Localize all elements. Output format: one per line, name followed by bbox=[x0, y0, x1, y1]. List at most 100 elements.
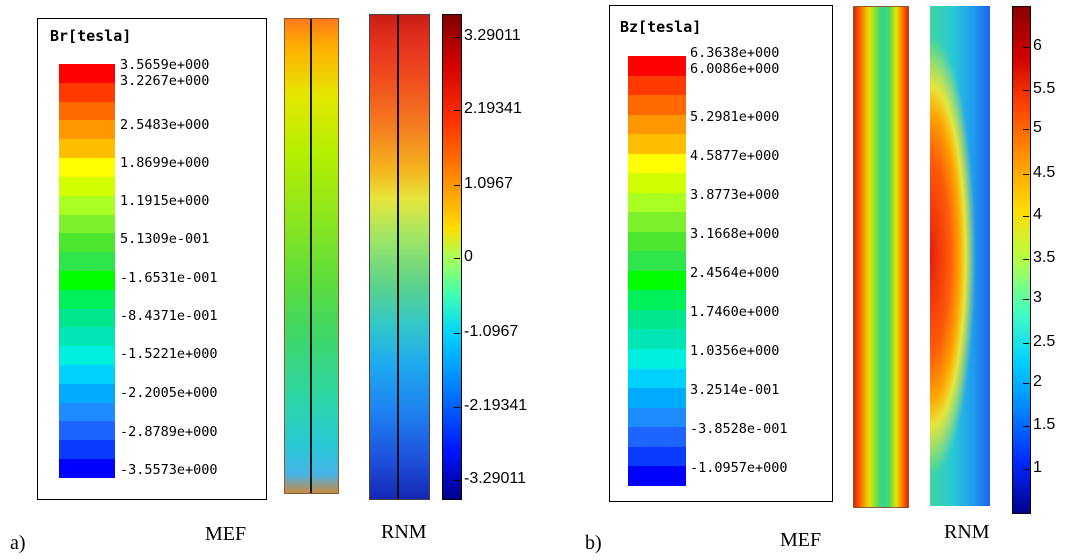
colorbar-tick-mark bbox=[1023, 299, 1029, 300]
legend-value-label: 4.5877e+000 bbox=[690, 148, 780, 164]
legend-value-label: 5.1309e-001 bbox=[120, 231, 210, 247]
legend-br-swatch bbox=[59, 289, 115, 309]
caption-mef-b: MEF bbox=[780, 529, 822, 551]
colorbar-tick-mark bbox=[1023, 383, 1029, 384]
legend-br-swatch bbox=[59, 270, 115, 290]
colorbar-tick-mark bbox=[454, 110, 460, 111]
legend-value-label: 3.2267e+000 bbox=[120, 73, 210, 89]
legend-bz-swatch bbox=[628, 192, 686, 213]
colorbar-tick-label: -3.29011 bbox=[464, 470, 526, 487]
legend-bz-swatch bbox=[628, 407, 686, 428]
legend-br-swatch bbox=[59, 383, 115, 403]
caption-rnm-a: RNM bbox=[381, 521, 427, 543]
rnm-br-strip bbox=[369, 14, 430, 500]
legend-value-label: -8.4371e-001 bbox=[120, 308, 218, 324]
legend-bz-swatch bbox=[628, 231, 686, 252]
legend-br-swatch bbox=[59, 421, 115, 441]
colorbar-tick-mark bbox=[1023, 174, 1029, 175]
caption-mef-a: MEF bbox=[205, 523, 247, 545]
colorbar-tick-label: 1 bbox=[1033, 459, 1042, 476]
colorbar-tick-mark bbox=[1023, 343, 1029, 344]
legend-br-swatch bbox=[59, 176, 115, 196]
legend-br-swatch bbox=[59, 120, 115, 140]
colorbar-tick-mark bbox=[1023, 216, 1029, 217]
panel-label-b: b) bbox=[585, 532, 602, 554]
legend-br-swatch bbox=[59, 308, 115, 328]
legend-bz-swatch bbox=[628, 153, 686, 174]
legend-bz-swatch bbox=[628, 251, 686, 271]
colorbar-tick-mark bbox=[454, 37, 460, 38]
legend-bz-swatch bbox=[628, 114, 686, 135]
legend-value-label: 1.8699e+000 bbox=[120, 155, 210, 171]
legend-bz-swatch bbox=[628, 270, 686, 291]
mef-br-strip bbox=[284, 18, 339, 494]
colorbar-tick-mark bbox=[1023, 129, 1029, 130]
legend-title-br: Br[tesla] bbox=[50, 27, 132, 45]
caption-rnm-b: RNM bbox=[944, 521, 990, 543]
legend-value-label: -1.5221e+000 bbox=[120, 346, 218, 362]
colorbar-tick-mark bbox=[454, 407, 460, 408]
legend-bz-swatch bbox=[628, 388, 686, 408]
colorbar-tick-mark bbox=[1023, 47, 1029, 48]
legend-bz-swatch bbox=[628, 309, 686, 330]
colorbar-tick-label: 5 bbox=[1033, 119, 1042, 136]
legend-title-bz: Bz[tesla] bbox=[620, 18, 702, 36]
legend-value-label: 1.1915e+000 bbox=[120, 193, 210, 209]
colorbar-tick-label: -1.0967 bbox=[464, 323, 519, 340]
legend-bz-swatch bbox=[628, 75, 686, 96]
legend-value-label: 1.7460e+000 bbox=[690, 304, 780, 320]
legend-bz-swatch bbox=[628, 368, 686, 389]
colorbar-tick-label: 4 bbox=[1033, 206, 1042, 223]
legend-value-label: -3.8528e-001 bbox=[690, 421, 788, 437]
legend-br-swatch bbox=[59, 327, 115, 347]
colorbar-tick-label: 3.5 bbox=[1033, 249, 1056, 266]
legend-bz-swatch bbox=[628, 290, 686, 310]
legend-value-label: -1.6531e-001 bbox=[120, 270, 218, 286]
colorbar-tick-mark bbox=[1023, 469, 1029, 470]
legend-swatches-bz bbox=[628, 56, 686, 486]
legend-br-swatch bbox=[59, 158, 115, 177]
legend-value-label: 6.0086e+000 bbox=[690, 61, 780, 77]
legend-br-swatch bbox=[59, 64, 115, 83]
legend-bz-swatch bbox=[628, 427, 686, 447]
legend-br-swatch bbox=[59, 402, 115, 422]
colorbar-tick-label: 0 bbox=[464, 248, 473, 265]
colorbar-tick-mark bbox=[1023, 259, 1029, 260]
legend-br-swatch bbox=[59, 214, 115, 234]
colorbar-tick-label: 6 bbox=[1033, 37, 1042, 54]
mef-bz-strip bbox=[853, 6, 909, 508]
legend-value-label: 3.1668e+000 bbox=[690, 226, 780, 242]
legend-br-swatch bbox=[59, 459, 115, 478]
colorbar-br bbox=[442, 14, 462, 500]
legend-value-label: -3.5573e+000 bbox=[120, 462, 218, 478]
colorbar-tick-label: -2.19341 bbox=[464, 397, 528, 414]
colorbar-tick-mark bbox=[454, 258, 460, 259]
legend-bz-swatch bbox=[628, 212, 686, 232]
colorbar-tick-label: 2 bbox=[1033, 373, 1042, 390]
legend-br-swatch bbox=[59, 233, 115, 253]
legend-value-label: 5.2981e+000 bbox=[690, 109, 780, 125]
legend-bz-swatch bbox=[628, 56, 686, 76]
legend-value-label: 3.8773e+000 bbox=[690, 187, 780, 203]
legend-value-label: 3.5659e+000 bbox=[120, 57, 210, 73]
legend-br: Br[tesla] 3.5659e+000 3.2267e+000 2.5483e+… bbox=[37, 18, 267, 500]
colorbar-tick-mark bbox=[454, 185, 460, 186]
legend-bz-swatch bbox=[628, 466, 686, 486]
legend-br-swatch bbox=[59, 252, 115, 271]
rnm-bz-strip bbox=[930, 6, 990, 506]
panel-label-a: a) bbox=[10, 532, 26, 554]
colorbar-tick-mark bbox=[454, 480, 460, 481]
legend-bz-swatch bbox=[628, 348, 686, 369]
legend-value-label: -2.2005e+000 bbox=[120, 385, 218, 401]
colorbar-tick-mark bbox=[1023, 426, 1029, 427]
legend-swatches-br bbox=[59, 64, 115, 478]
legend-br-swatch bbox=[59, 346, 115, 365]
legend-br-swatch bbox=[59, 195, 115, 215]
legend-bz-swatch bbox=[628, 95, 686, 115]
colorbar-tick-label: 5.5 bbox=[1033, 80, 1056, 97]
legend-value-label: 6.3638e+000 bbox=[690, 45, 780, 61]
colorbar-tick-label: 3 bbox=[1033, 289, 1042, 306]
mef-br-axis-line bbox=[310, 19, 312, 493]
colorbar-bz bbox=[1012, 6, 1031, 514]
colorbar-tick-mark bbox=[454, 333, 460, 334]
